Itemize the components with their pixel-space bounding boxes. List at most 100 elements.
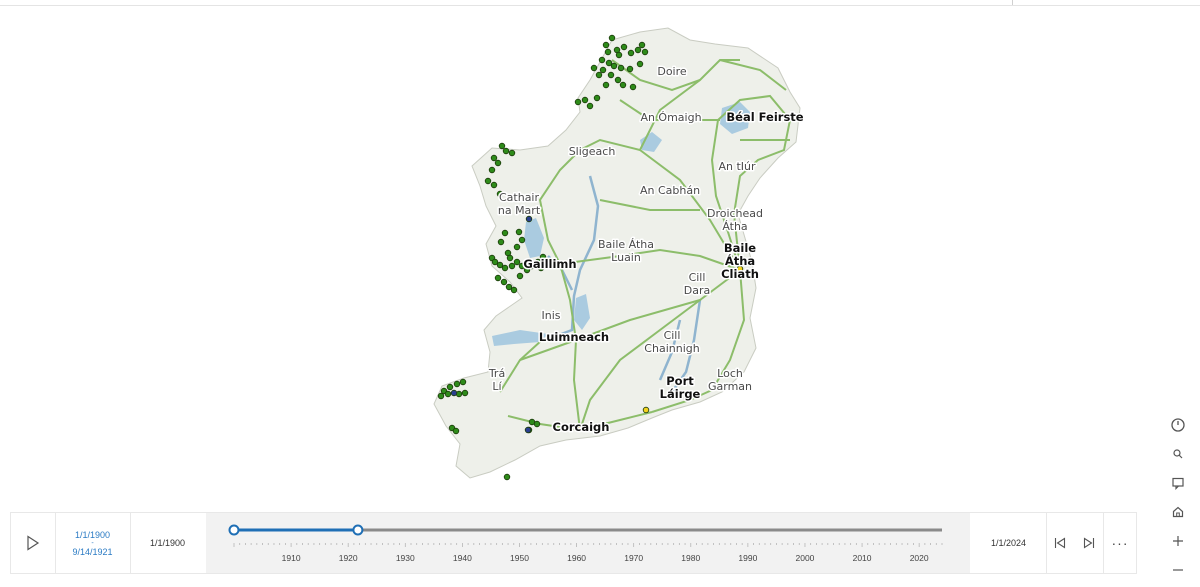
data-point[interactable] — [513, 258, 521, 266]
data-point[interactable] — [528, 262, 536, 270]
zoom-in-icon[interactable] — [1166, 529, 1190, 553]
data-point[interactable] — [508, 149, 516, 157]
lough-derg — [574, 294, 590, 330]
data-point[interactable] — [574, 98, 582, 106]
search-icon[interactable] — [1166, 442, 1190, 466]
slider-start-thumb[interactable] — [228, 524, 240, 536]
slider-track[interactable] — [206, 513, 970, 573]
place-label: Béal Feirste — [726, 110, 803, 124]
data-point[interactable] — [490, 154, 498, 162]
data-points[interactable] — [437, 34, 744, 481]
data-point[interactable] — [453, 380, 461, 388]
range-separator: - — [91, 539, 94, 547]
data-point[interactable] — [444, 390, 452, 398]
data-point[interactable] — [629, 83, 637, 91]
data-point[interactable] — [544, 261, 552, 269]
data-point[interactable] — [539, 253, 547, 261]
home-icon[interactable] — [1166, 500, 1190, 524]
data-point[interactable] — [598, 56, 606, 64]
data-point[interactable] — [488, 166, 496, 174]
data-point[interactable] — [491, 258, 499, 266]
data-point[interactable] — [498, 142, 506, 150]
data-point[interactable] — [614, 76, 622, 84]
slider-track-area[interactable]: 1910 1920 1930 1940 1950 1960 1970 1980 1990 2000… — [206, 513, 970, 573]
data-point[interactable] — [502, 147, 510, 155]
more-options-button[interactable]: ··· — [1111, 535, 1129, 551]
data-point[interactable] — [619, 81, 627, 89]
comment-icon[interactable] — [1166, 471, 1190, 495]
clock-icon[interactable] — [1166, 413, 1190, 437]
data-point[interactable] — [634, 46, 642, 54]
data-point[interactable] — [513, 243, 521, 251]
data-point[interactable] — [497, 238, 505, 246]
data-point[interactable] — [638, 41, 646, 49]
data-point[interactable] — [534, 258, 542, 266]
data-point[interactable] — [607, 71, 615, 79]
data-point[interactable] — [590, 64, 598, 72]
data-point[interactable] — [605, 59, 613, 67]
data-point[interactable] — [459, 378, 467, 386]
data-point[interactable] — [636, 60, 644, 68]
data-point[interactable] — [593, 94, 601, 102]
data-point[interactable] — [437, 392, 445, 400]
data-point[interactable] — [450, 389, 458, 397]
data-point[interactable] — [641, 48, 649, 56]
data-point[interactable] — [452, 427, 460, 435]
data-point[interactable] — [494, 159, 502, 167]
slider-tick-label: 2010 — [852, 553, 872, 563]
data-point[interactable] — [627, 49, 635, 57]
data-point[interactable] — [494, 274, 502, 282]
data-point[interactable] — [586, 102, 594, 110]
data-point[interactable] — [461, 389, 469, 397]
data-point[interactable] — [626, 65, 634, 73]
slider-tick-label: 1970 — [624, 553, 644, 563]
zoom-out-icon[interactable] — [1166, 558, 1190, 582]
data-point[interactable] — [484, 177, 492, 185]
data-point[interactable] — [577, 423, 585, 431]
data-point[interactable] — [503, 473, 511, 481]
data-point[interactable] — [604, 48, 612, 56]
data-point[interactable] — [516, 272, 524, 280]
data-point[interactable] — [505, 283, 513, 291]
place-label: Sligeach — [569, 145, 616, 158]
data-point[interactable] — [537, 264, 545, 272]
data-point[interactable] — [524, 426, 532, 434]
data-point[interactable] — [736, 265, 744, 273]
data-point[interactable] — [501, 264, 509, 272]
data-point[interactable] — [496, 261, 504, 269]
place-label: Inis — [541, 309, 560, 322]
data-point[interactable] — [620, 43, 628, 51]
data-point[interactable] — [510, 286, 518, 294]
previous-button[interactable] — [1046, 513, 1074, 573]
data-point[interactable] — [581, 96, 589, 104]
data-point[interactable] — [496, 190, 504, 198]
data-point[interactable] — [490, 181, 498, 189]
lough-neagh — [720, 102, 750, 134]
data-point[interactable] — [599, 66, 607, 74]
map-view[interactable]: Doire An Ómaigh Béal Feirste Sligeach An tIú… — [0, 0, 1200, 510]
data-point[interactable] — [610, 62, 618, 70]
data-point[interactable] — [518, 262, 526, 270]
data-point[interactable] — [515, 228, 523, 236]
data-point[interactable] — [615, 51, 623, 59]
data-point[interactable] — [501, 229, 509, 237]
data-point[interactable] — [508, 262, 516, 270]
slider-tick-label: 1950 — [510, 553, 529, 563]
data-point[interactable] — [446, 383, 454, 391]
data-point[interactable] — [602, 41, 610, 49]
data-point[interactable] — [506, 254, 514, 262]
next-button[interactable] — [1074, 513, 1104, 573]
data-point[interactable] — [525, 215, 533, 223]
play-button[interactable] — [11, 513, 56, 573]
data-point[interactable] — [533, 420, 541, 428]
data-point[interactable] — [500, 278, 508, 286]
data-point[interactable] — [523, 266, 531, 274]
data-point[interactable] — [518, 236, 526, 244]
data-point[interactable] — [602, 81, 610, 89]
slider-end-thumb[interactable] — [352, 524, 364, 536]
play-icon — [27, 535, 40, 551]
data-point[interactable] — [642, 406, 650, 414]
data-point[interactable] — [608, 34, 616, 42]
data-point[interactable] — [595, 71, 603, 79]
data-point[interactable] — [617, 64, 625, 72]
